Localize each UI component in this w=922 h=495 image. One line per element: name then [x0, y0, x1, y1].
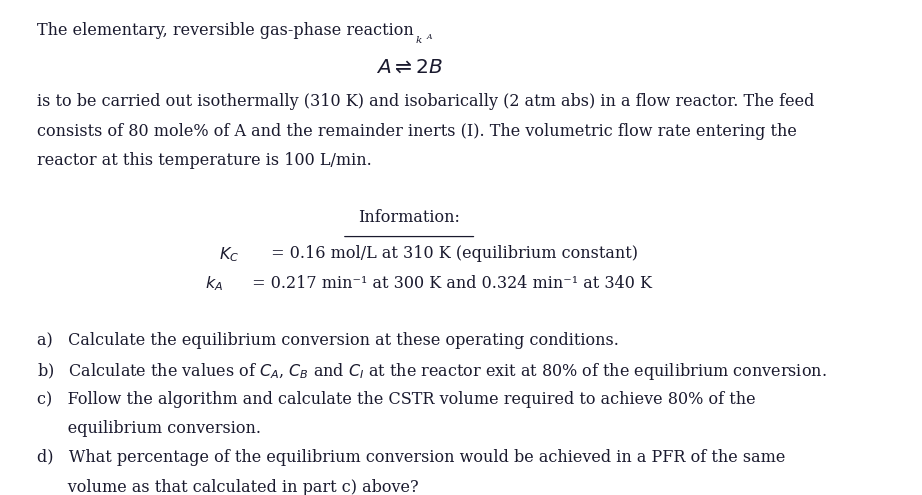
- Text: is to be carried out isothermally (310 K) and isobarically (2 atm abs) in a flow: is to be carried out isothermally (310 K…: [37, 94, 814, 110]
- Text: Information:: Information:: [359, 209, 460, 226]
- Text: consists of 80 mole% of A and the remainder inerts (I). The volumetric flow rate: consists of 80 mole% of A and the remain…: [37, 123, 797, 140]
- Text: $k_A$: $k_A$: [205, 275, 223, 294]
- Text: a)   Calculate the equilibrium conversion at these operating conditions.: a) Calculate the equilibrium conversion …: [37, 332, 619, 349]
- Text: The elementary, reversible gas-phase reaction: The elementary, reversible gas-phase rea…: [37, 22, 413, 39]
- Text: = 0.16 mol/L at 310 K (equilibrium constant): = 0.16 mol/L at 310 K (equilibrium const…: [266, 246, 638, 262]
- Text: equilibrium conversion.: equilibrium conversion.: [37, 420, 261, 437]
- Text: c)   Follow the algorithm and calculate the CSTR volume required to achieve 80% : c) Follow the algorithm and calculate th…: [37, 391, 755, 408]
- Text: A: A: [427, 33, 432, 41]
- Text: volume as that calculated in part c) above?: volume as that calculated in part c) abo…: [37, 479, 419, 495]
- Text: reactor at this temperature is 100 L/min.: reactor at this temperature is 100 L/min…: [37, 152, 372, 169]
- Text: b)   Calculate the values of $C_A$, $C_B$ and $C_I$ at the reactor exit at 80% o: b) Calculate the values of $C_A$, $C_B$ …: [37, 361, 826, 382]
- Text: $A \rightleftharpoons 2B$: $A \rightleftharpoons 2B$: [375, 57, 443, 77]
- Text: k: k: [416, 36, 422, 45]
- Text: = 0.217 min⁻¹ at 300 K and 0.324 min⁻¹ at 340 K: = 0.217 min⁻¹ at 300 K and 0.324 min⁻¹ a…: [247, 275, 652, 292]
- Text: d)   What percentage of the equilibrium conversion would be achieved in a PFR of: d) What percentage of the equilibrium co…: [37, 449, 785, 466]
- Text: $K_C$: $K_C$: [219, 246, 239, 264]
